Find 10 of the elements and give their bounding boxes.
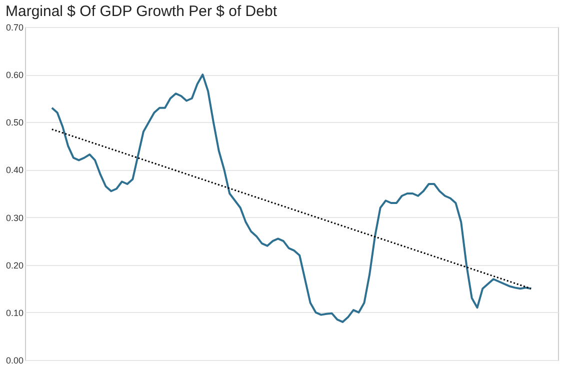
y-tick-label: 0.10 bbox=[6, 308, 24, 318]
y-tick-label: 0.50 bbox=[6, 118, 24, 128]
y-tick-label: 0.00 bbox=[6, 356, 24, 366]
y-tick-label: 0.40 bbox=[6, 165, 24, 176]
line-series bbox=[50, 74, 532, 323]
y-tick-label: 0.30 bbox=[6, 212, 24, 223]
chart-title: Marginal $ Of GDP Growth Per $ of Debt bbox=[5, 3, 278, 20]
y-tick-label: 0.70 bbox=[6, 22, 24, 32]
y-tick-label: 0.60 bbox=[6, 70, 24, 80]
y-tick-label: 0.20 bbox=[6, 260, 24, 270]
